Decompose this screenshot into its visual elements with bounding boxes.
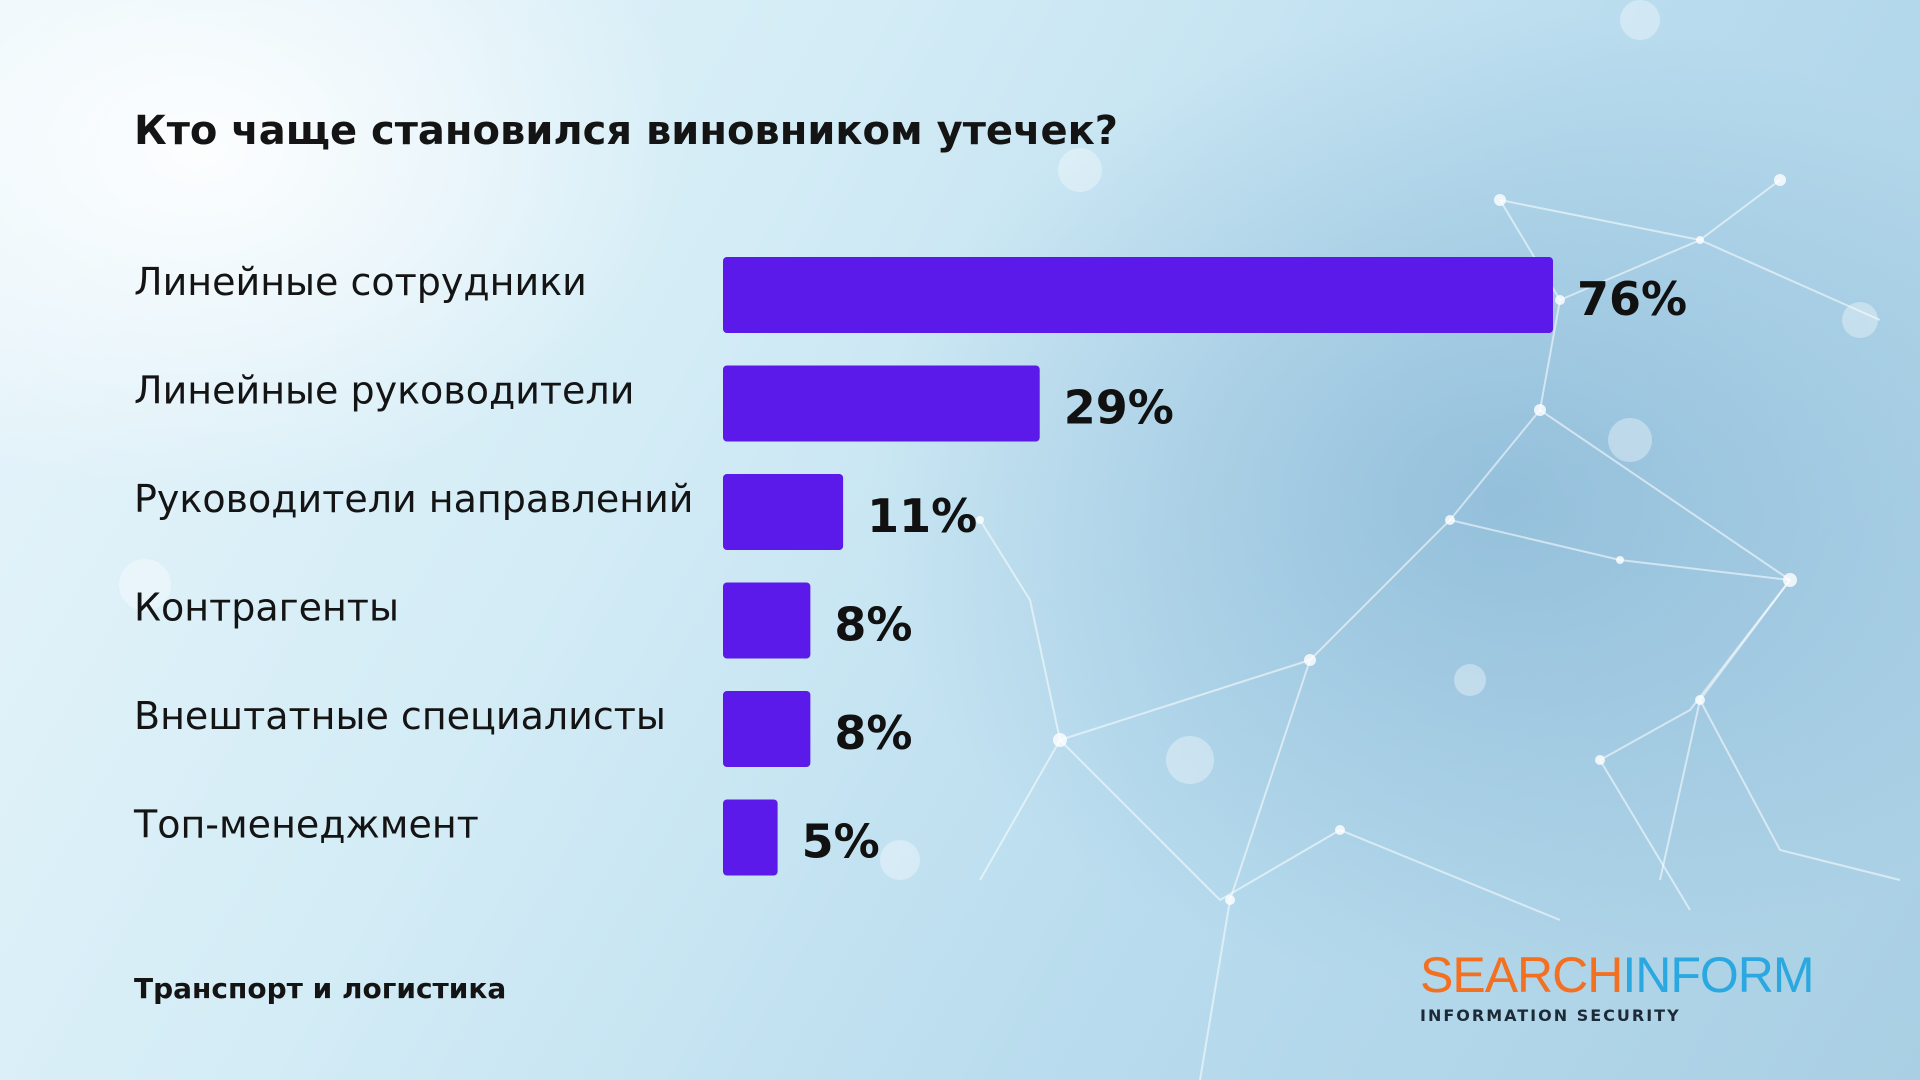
category-label: Топ-менеджмент — [133, 803, 479, 847]
category-label: Руководители направлений — [134, 477, 693, 521]
bar — [723, 257, 1553, 333]
footer-label: Транспорт и логистика — [134, 972, 507, 1005]
bar — [723, 582, 811, 659]
bar — [723, 474, 844, 550]
category-label: Внештатные специалисты — [134, 694, 666, 738]
bar — [723, 799, 778, 876]
bar — [723, 365, 1040, 442]
logo-tagline: INFORMATION SECURITY — [1420, 1006, 1681, 1025]
value-label: 5% — [802, 815, 880, 869]
logo-word-part2: INFORM — [1622, 947, 1814, 1003]
value-label: 11% — [867, 489, 977, 543]
value-label: 76% — [1577, 272, 1687, 326]
category-label: Линейные сотрудники — [134, 260, 587, 304]
category-label: Контрагенты — [134, 586, 399, 630]
category-label: Линейные руководители — [134, 369, 634, 413]
value-label: 8% — [834, 706, 912, 760]
logo-word-part1: SEARCH — [1420, 947, 1623, 1003]
logo-wordmark: SEARCHINFORM — [1420, 947, 1815, 1003]
value-label: 29% — [1064, 381, 1174, 435]
value-label: 8% — [834, 598, 912, 652]
chart-title: Кто чаще становился виновником утечек? — [134, 108, 1118, 154]
bar — [723, 691, 811, 767]
searchinform-logo: SEARCHINFORM INFORMATION SECURITY — [1420, 947, 1815, 1025]
